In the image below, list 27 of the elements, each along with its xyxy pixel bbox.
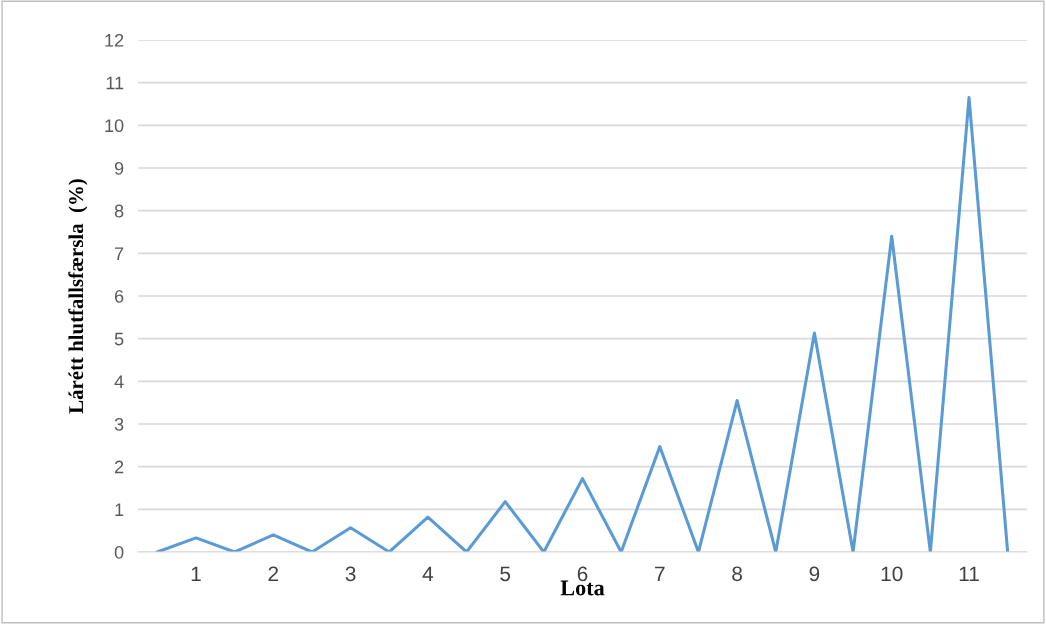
x-tick-label: 7 [655, 566, 665, 581]
x-tick-label: 1 [191, 566, 201, 581]
y-tick-label: 0 [114, 545, 124, 559]
line-series [155, 96, 1010, 552]
x-tick-label: 8 [732, 566, 742, 582]
y-tick-label: 2 [114, 460, 124, 474]
x-tick-label: 3 [345, 566, 356, 582]
x-tick-label: 10 [881, 566, 903, 582]
y-tick-label: 5 [114, 332, 124, 346]
y-tick-label: 6 [114, 289, 124, 303]
x-tick-label: 11 [959, 566, 979, 581]
x-tick-label: 5 [500, 566, 511, 582]
x-tick-label: 6 [577, 566, 588, 582]
y-tick-label: 9 [114, 161, 124, 175]
y-tick-label: 7 [115, 247, 124, 260]
x-tick-label: 9 [809, 566, 820, 582]
x-tick-label: 2 [268, 566, 279, 581]
x-axis-title: Lota [560, 580, 605, 596]
y-tick-label: 1 [115, 503, 124, 516]
y-tick-label: 4 [114, 375, 124, 388]
x-tick-label: 4 [422, 566, 434, 581]
y-tick-label: 12 [105, 33, 124, 47]
y-axis-title: Lárétt hlutfallsfærsla (%) [68, 179, 88, 414]
y-tick-label: 11 [106, 76, 124, 90]
y-tick-label: 3 [114, 417, 124, 431]
y-tick-label: 10 [105, 119, 124, 133]
y-tick-label: 8 [114, 204, 124, 218]
